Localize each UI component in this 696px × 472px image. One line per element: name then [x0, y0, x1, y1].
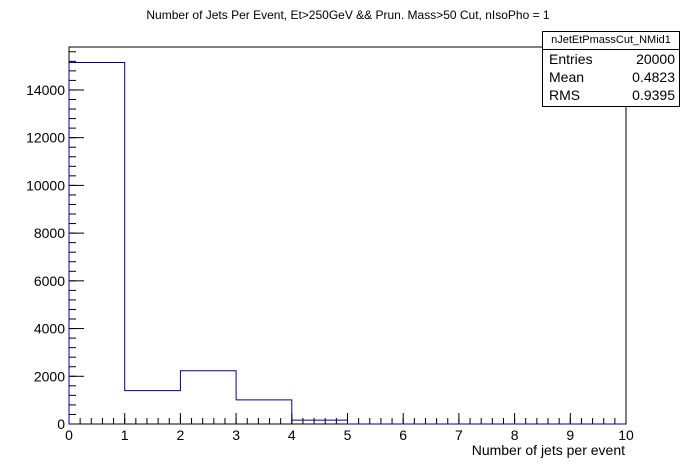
stats-label: RMS [549, 87, 581, 103]
y-tick-label: 8000 [34, 225, 65, 241]
y-tick-label: 10000 [26, 177, 65, 193]
x-tick-label: 2 [177, 427, 185, 443]
x-tick-label: 8 [511, 427, 519, 443]
histogram-bin-4 [292, 420, 348, 424]
x-tick-label: 10 [618, 427, 634, 443]
histogram-bin-0 [69, 63, 125, 424]
stats-value: 20000 [636, 51, 675, 67]
y-tick-label: 12000 [26, 130, 65, 146]
y-tick-label: 4000 [34, 321, 65, 337]
histogram-bin-1 [125, 391, 181, 424]
x-axis-label: Number of jets per event [472, 442, 625, 458]
stats-row-rms: RMS 0.9395 [543, 86, 679, 104]
stats-title: nJetEtPmassCut_NMid1 [543, 32, 679, 50]
x-tick-label: 6 [399, 427, 407, 443]
stats-value: 0.9395 [632, 87, 675, 103]
stats-box: nJetEtPmassCut_NMid1 Entries 20000 Mean … [542, 31, 680, 107]
histogram-line [68, 62, 626, 425]
x-tick-label: 7 [455, 427, 463, 443]
y-tick-label: 6000 [34, 273, 65, 289]
stats-value: 0.4823 [632, 69, 675, 85]
axes: 0 1 2 3 4 5 6 7 8 9 10 0 2000 4000 6000 8000 10000 12000 1… [26, 51, 634, 443]
x-tick-label: 5 [344, 427, 352, 443]
y-tick-label: 2000 [34, 368, 65, 384]
stats-row-mean: Mean 0.4823 [543, 68, 679, 86]
stats-label: Mean [549, 69, 585, 85]
histogram-bin-2 [180, 371, 236, 424]
stats-label: Entries [549, 51, 593, 67]
x-tick-label: 3 [232, 427, 240, 443]
x-tick-label: 9 [566, 427, 574, 443]
x-tick-label: 0 [65, 427, 73, 443]
stats-row-entries: Entries 20000 [543, 50, 679, 68]
y-tick-label: 0 [57, 416, 65, 432]
histogram-bin-3 [236, 400, 292, 424]
y-tick-label: 14000 [26, 82, 65, 98]
x-tick-label: 1 [121, 427, 129, 443]
chart-title: Number of Jets Per Event, Et>250GeV && P… [146, 8, 550, 22]
x-tick-label: 4 [288, 427, 296, 443]
